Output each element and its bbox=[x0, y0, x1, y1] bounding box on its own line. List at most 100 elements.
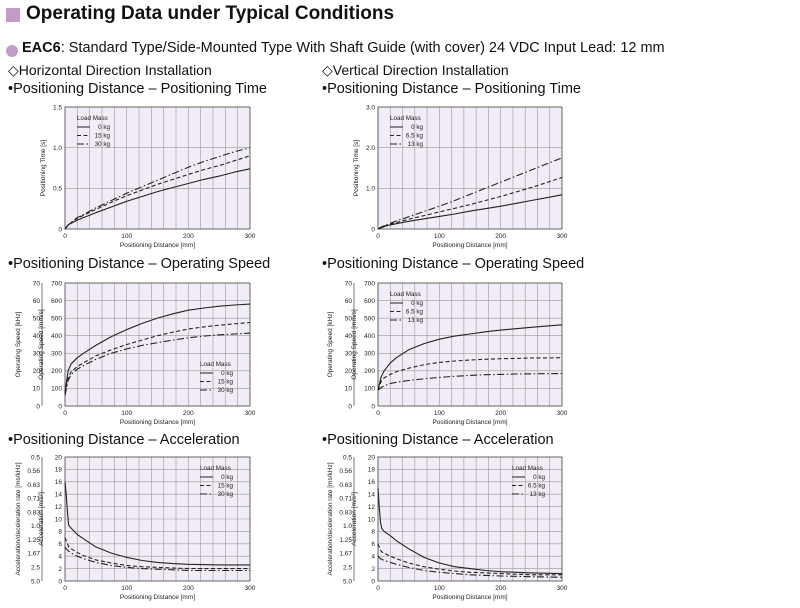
chart-3-y-tick-label: 200 bbox=[51, 368, 62, 375]
chart-5-y-axis-label: Acceleration [m/s²] bbox=[38, 492, 45, 546]
chart-1-x-tick-label: 100 bbox=[121, 233, 132, 240]
chart-5-y-tick-label: 20 bbox=[55, 454, 63, 461]
chart-6-y2-axis-label: Acceleration/deceleration rate [ms/kHz] bbox=[327, 462, 334, 575]
chart-4-legend-label-2: 6.5 kg bbox=[406, 309, 424, 316]
chart-5-y-tick-label: 16 bbox=[55, 479, 63, 486]
chart-6-legend-label-1: 0 kg bbox=[533, 474, 545, 481]
chart-2-series-line-3 bbox=[377, 157, 563, 230]
chart-3-frame bbox=[64, 282, 251, 407]
chart-5-y2-tick-label: 0.71 bbox=[27, 496, 40, 503]
chart-3-y2-tick-label: 30 bbox=[33, 351, 41, 358]
chart-4-x-axis-label: Positioning Distance [mm] bbox=[432, 419, 507, 426]
chart-6-y-tick-label: 14 bbox=[368, 492, 376, 499]
section-horizontal: ◇Horizontal Direction Installation bbox=[8, 62, 212, 78]
chart-3-y2-tick-label: 40 bbox=[33, 333, 41, 340]
chart-3-y2-tick-label: 60 bbox=[33, 298, 41, 305]
chart-1-legend-label-3: 30 kg bbox=[95, 141, 111, 148]
chart-3-y-axis-label: Operating Speed [mm/s] bbox=[38, 309, 45, 380]
chart-3-legend-label-1: 0 kg bbox=[221, 370, 233, 377]
chart-6-legend-title: Load Mass bbox=[512, 465, 543, 472]
chart-5-y2-axis-label: Acceleration/deceleration rate [ms/kHz] bbox=[15, 462, 22, 575]
chart-6-x-tick-label: 300 bbox=[557, 585, 568, 592]
chart-4-y2-tick-label: 50 bbox=[345, 315, 353, 322]
chart-1-y-tick-label: 1.0 bbox=[53, 145, 62, 152]
chart-2-x-axis-label: Positioning Distance [mm] bbox=[432, 242, 507, 249]
chart-6-y2-tick-label: 0.71 bbox=[339, 496, 352, 503]
chart-4-legend-label-1: 0 kg bbox=[411, 300, 423, 307]
chart-1-x-tick-label: 0 bbox=[63, 233, 67, 240]
chart-4-y2-tick-label: 40 bbox=[345, 333, 353, 340]
chart-2-x-tick-label: 100 bbox=[434, 233, 445, 240]
chart-5-x-tick-label: 0 bbox=[63, 585, 67, 592]
chart-6-series-line-1 bbox=[377, 487, 563, 575]
chart-5-y-tick-label: 10 bbox=[55, 516, 63, 523]
heading-vertical-acceleration: •Positioning Distance – Acceleration bbox=[322, 432, 554, 448]
chart-6-series-line-2 bbox=[377, 543, 562, 576]
chart-6-y-tick-label: 6 bbox=[371, 541, 375, 548]
chart-4-y-tick-label: 0 bbox=[371, 403, 375, 410]
heading-horizontal-acceleration: •Positioning Distance – Acceleration bbox=[8, 432, 240, 448]
chart-5-y-tick-label: 0 bbox=[58, 578, 62, 585]
chart-3-y2-tick-label: 10 bbox=[33, 386, 41, 393]
chart-1-y-tick-label: 1.5 bbox=[53, 104, 62, 111]
chart-4-y-tick-label: 200 bbox=[364, 368, 375, 375]
chart-4-y-tick-label: 400 bbox=[364, 333, 375, 340]
title-square-icon bbox=[6, 8, 20, 22]
chart-6-x-axis-label: Positioning Distance [mm] bbox=[432, 594, 507, 601]
chart-5-legend-title: Load Mass bbox=[200, 465, 231, 472]
chart-2-plot-area bbox=[378, 107, 562, 229]
chart-3-y-tick-label: 600 bbox=[51, 298, 62, 305]
chart-2-x-tick-label: 200 bbox=[495, 233, 506, 240]
chart-3-y-tick-label: 700 bbox=[51, 280, 62, 287]
chart-5-y-tick-label: 2 bbox=[58, 566, 62, 573]
chart-1-series-line-2 bbox=[64, 155, 251, 230]
chart-5-y-tick-label: 14 bbox=[55, 492, 63, 499]
chart-3-x-tick-label: 100 bbox=[121, 410, 132, 417]
chart-5-y2-tick-label: 0.63 bbox=[27, 482, 40, 489]
chart-5-legend-label-3: 30 kg bbox=[218, 491, 234, 498]
chart-1-y-axis-label: Positioning Time [s] bbox=[40, 140, 47, 197]
chart-4-y2-tick-label: 0 bbox=[348, 403, 352, 410]
chart-4-y2-tick-label: 10 bbox=[345, 386, 353, 393]
chart-1-plot-area bbox=[65, 107, 250, 229]
chart-2-y-axis-label: Positioning Time [s] bbox=[353, 140, 360, 197]
chart-5-y2-tick-label: 0.56 bbox=[27, 468, 40, 475]
chart-5-x-tick-label: 100 bbox=[121, 585, 132, 592]
chart-4-y-tick-label: 700 bbox=[364, 280, 375, 287]
chart-2-y-tick-label: 0 bbox=[371, 226, 375, 233]
chart-5-y2-tick-label: 0.5 bbox=[31, 454, 40, 461]
chart-6-y-axis-label: Acceleration [m/s²] bbox=[351, 492, 358, 546]
chart-2-legend-title: Load Mass bbox=[390, 115, 421, 122]
chart-6-y-tick-label: 0 bbox=[371, 578, 375, 585]
page-title: Operating Data under Typical Conditions bbox=[26, 3, 395, 24]
chart-2-legend-label-1: 0 kg bbox=[411, 124, 423, 131]
chart-6-y-tick-label: 18 bbox=[368, 467, 376, 474]
chart-3-y2-tick-label: 50 bbox=[33, 315, 41, 322]
chart-5-y2-tick-label: 1.25 bbox=[27, 537, 40, 544]
chart-2-series-line-1 bbox=[377, 194, 563, 230]
chart-5-y-tick-label: 18 bbox=[55, 467, 63, 474]
chart-3-y-tick-label: 0 bbox=[58, 403, 62, 410]
chart-3-y2-tick-label: 20 bbox=[33, 368, 41, 375]
chart-1-series-line-1 bbox=[64, 168, 251, 230]
chart-4-x-tick-label: 0 bbox=[376, 410, 380, 417]
chart-1-y-tick-label: 0.5 bbox=[53, 186, 62, 193]
chart-4-series-line-1 bbox=[377, 324, 563, 391]
heading-vertical-speed: •Positioning Distance – Operating Speed bbox=[322, 256, 585, 272]
chart-6-legend-label-3: 13 kg bbox=[530, 491, 546, 498]
chart-5-legend-label-2: 15 kg bbox=[218, 483, 234, 490]
chart-5-legend-label-1: 0 kg bbox=[221, 474, 233, 481]
chart-6-y-tick-label: 12 bbox=[368, 504, 376, 511]
chart-4-y-tick-label: 600 bbox=[364, 298, 375, 305]
chart-4-y-tick-label: 300 bbox=[364, 351, 375, 358]
chart-3-y-tick-label: 500 bbox=[51, 315, 62, 322]
chart-3-x-tick-label: 0 bbox=[63, 410, 67, 417]
chart-4-y2-tick-label: 20 bbox=[345, 368, 353, 375]
chart-5-y-tick-label: 4 bbox=[58, 554, 62, 561]
chart-6-series-line-3 bbox=[377, 555, 563, 578]
chart-4-y-axis-label: Operating Speed [mm/s] bbox=[351, 309, 358, 380]
chart-3-x-axis-label: Positioning Distance [mm] bbox=[120, 419, 195, 426]
chart-1-legend-title: Load Mass bbox=[77, 115, 108, 122]
chart-3-x-tick-label: 300 bbox=[245, 410, 256, 417]
